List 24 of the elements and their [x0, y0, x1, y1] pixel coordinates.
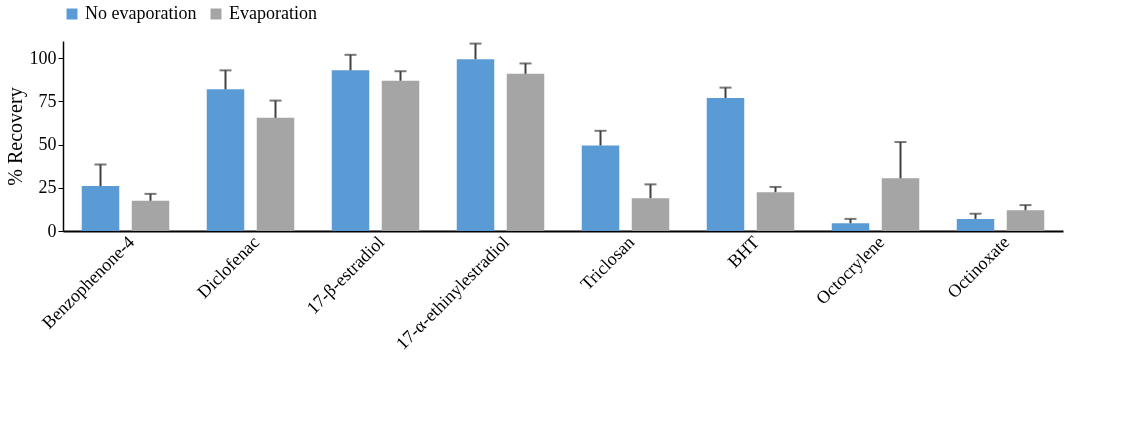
bar: [81, 186, 120, 231]
y-axis-title: % Recovery: [3, 87, 27, 186]
bar: [756, 192, 795, 231]
legend-label: No evaporation: [85, 3, 197, 23]
y-tick-label: 100: [29, 47, 57, 68]
bar: [1006, 210, 1045, 231]
bar: [831, 223, 870, 231]
y-tick-label: 0: [47, 220, 57, 241]
bar: [131, 200, 170, 231]
bar: [206, 89, 245, 231]
y-tick-label: 75: [38, 90, 57, 111]
bar: [631, 198, 670, 231]
bar: [256, 117, 295, 231]
bar: [381, 80, 420, 231]
bar: [881, 178, 920, 231]
bar: [456, 59, 495, 231]
bar: [581, 145, 620, 231]
bar: [706, 98, 745, 231]
y-tick-label: 25: [38, 177, 57, 198]
bar: [956, 218, 995, 231]
bar: [331, 70, 370, 231]
bar: [506, 73, 545, 231]
y-tick-label: 50: [38, 134, 57, 155]
legend-label: Evaporation: [229, 3, 317, 23]
